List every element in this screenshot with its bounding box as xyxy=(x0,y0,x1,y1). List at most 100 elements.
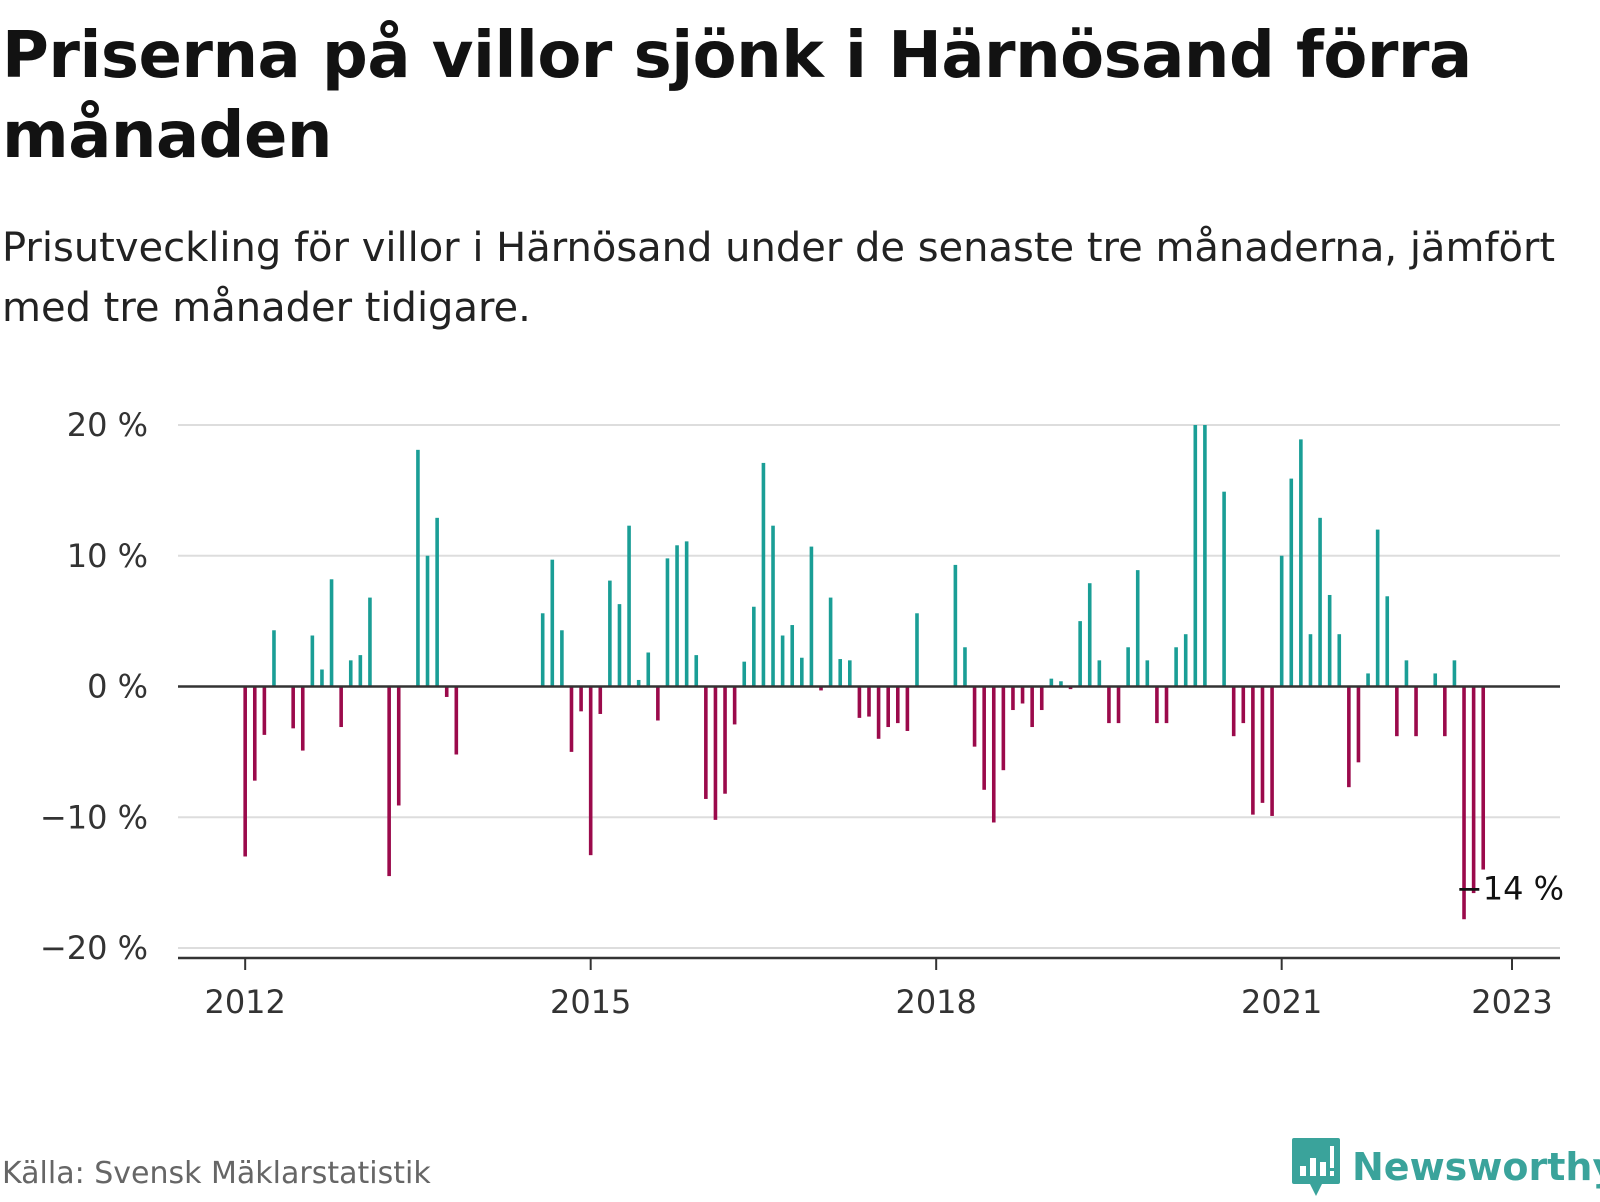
bar xyxy=(886,686,890,728)
bar xyxy=(617,604,622,687)
bar xyxy=(963,647,967,687)
x-tick-label: 2018 xyxy=(895,983,976,1021)
bar xyxy=(1020,686,1025,704)
bar xyxy=(358,655,363,687)
bar xyxy=(1241,686,1246,724)
bar xyxy=(300,686,305,751)
bar xyxy=(1318,517,1322,687)
bar xyxy=(1030,686,1034,728)
bar xyxy=(780,635,785,687)
bar xyxy=(713,686,718,820)
bar xyxy=(435,517,439,687)
bar-chart-logo-icon xyxy=(1292,1138,1340,1196)
bar xyxy=(1049,678,1054,687)
bar xyxy=(1385,596,1390,687)
bar xyxy=(1395,686,1399,737)
bar xyxy=(1116,686,1121,724)
value-annotation: −14 % xyxy=(1456,870,1564,908)
bar xyxy=(1164,686,1169,724)
bar xyxy=(915,613,919,687)
bar xyxy=(1404,660,1409,687)
bar xyxy=(1452,660,1457,687)
bar xyxy=(895,686,900,724)
bar xyxy=(1068,686,1073,690)
bar xyxy=(348,660,353,687)
gridlines xyxy=(178,424,1560,949)
y-tick-label: 0 % xyxy=(87,668,148,706)
bar xyxy=(339,686,343,728)
bar xyxy=(867,686,871,717)
bar xyxy=(675,545,679,687)
bar xyxy=(1193,425,1198,687)
bar xyxy=(1299,439,1303,687)
y-tick-label: 10 % xyxy=(67,537,148,575)
bar xyxy=(1145,660,1150,687)
bar xyxy=(684,541,689,687)
source-note: Källa: Svensk Mäklarstatistik xyxy=(2,1156,431,1191)
bar xyxy=(454,686,459,755)
bar xyxy=(752,606,756,687)
bar xyxy=(540,613,545,687)
bar xyxy=(694,655,699,687)
bar xyxy=(272,630,276,687)
bar xyxy=(1347,686,1351,788)
bar xyxy=(310,635,315,687)
bar xyxy=(876,686,881,739)
bar xyxy=(320,669,324,687)
bar xyxy=(588,686,593,856)
bar xyxy=(790,625,795,687)
bar xyxy=(368,597,372,687)
bar xyxy=(598,686,603,714)
bar xyxy=(1414,686,1418,737)
bar xyxy=(819,686,823,691)
bar xyxy=(569,686,574,752)
page-subtitle: Prisutveckling för villor i Härnösand un… xyxy=(2,225,1556,331)
bar xyxy=(252,686,257,781)
bar xyxy=(387,686,391,877)
bar xyxy=(1327,594,1332,687)
bar xyxy=(262,686,267,735)
bar xyxy=(444,686,449,697)
bar xyxy=(1443,686,1447,737)
x-tick-label: 2012 xyxy=(204,983,285,1021)
bar xyxy=(1251,686,1255,815)
bar xyxy=(1011,686,1015,711)
bar xyxy=(636,679,641,687)
bar xyxy=(761,462,766,687)
bar xyxy=(656,686,660,721)
bar xyxy=(291,686,295,729)
brand-logo[interactable]: Newsworthy xyxy=(1290,1132,1600,1202)
bar xyxy=(1097,660,1102,687)
bar xyxy=(742,661,747,687)
x-tick-label: 2021 xyxy=(1241,983,1322,1021)
bar xyxy=(1279,555,1284,687)
bar xyxy=(972,686,977,747)
bar xyxy=(1107,686,1111,724)
bar xyxy=(848,660,852,687)
y-tick-label: −20 % xyxy=(40,929,148,967)
bar xyxy=(243,686,247,857)
bar xyxy=(982,686,986,790)
bar xyxy=(1155,686,1159,724)
x-tick-label: 2015 xyxy=(550,983,631,1021)
bar xyxy=(1356,686,1361,763)
bar xyxy=(416,449,420,687)
bar xyxy=(1078,621,1082,687)
bar xyxy=(1481,686,1486,870)
bars xyxy=(243,425,1486,920)
bar xyxy=(905,686,910,731)
bar xyxy=(665,558,670,687)
y-tick-label: 20 % xyxy=(67,406,148,444)
bar xyxy=(1433,673,1438,687)
bar xyxy=(838,659,843,687)
bar xyxy=(579,686,583,712)
bar xyxy=(991,686,996,823)
bar xyxy=(1308,634,1313,687)
bar xyxy=(953,564,958,687)
bar xyxy=(560,630,564,687)
bar xyxy=(723,686,727,794)
bar xyxy=(1135,570,1140,687)
bar xyxy=(1001,686,1006,771)
brand-name: Newsworthy xyxy=(1352,1145,1600,1189)
bar xyxy=(809,546,814,687)
